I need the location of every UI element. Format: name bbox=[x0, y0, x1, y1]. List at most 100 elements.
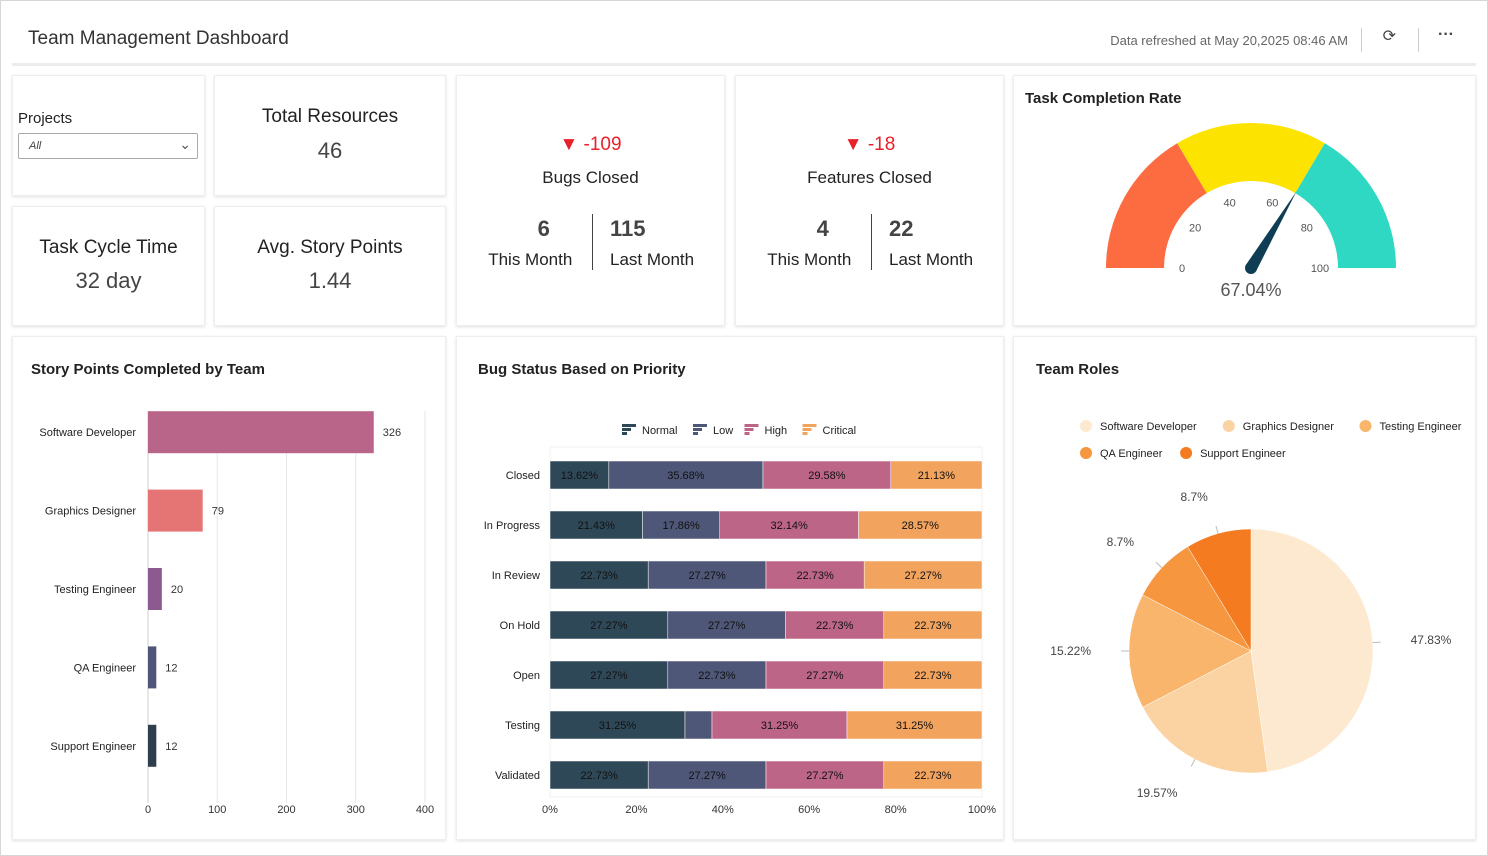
story-points-chart: 0 100 200 300 400 Software Developer 326 Graphi… bbox=[39, 411, 434, 816]
legend-pie-icon bbox=[1222, 420, 1235, 432]
x-tick-label: 100 bbox=[208, 804, 226, 816]
data-label: 22.73% bbox=[914, 770, 952, 782]
projects-label: Projects bbox=[18, 110, 73, 127]
bugs-last-month-value: 115 bbox=[610, 216, 646, 241]
gauge-band-1 bbox=[1177, 123, 1325, 194]
legend-icon bbox=[744, 428, 754, 431]
roles-chart-title: Team Roles bbox=[1036, 361, 1120, 378]
data-label: 22.73% bbox=[816, 620, 854, 632]
divider bbox=[871, 214, 872, 270]
down-triangle-icon: ▼ bbox=[843, 134, 863, 155]
bugs-this-month-value: 6 bbox=[537, 216, 550, 241]
story-points-card: Avg. Story Points 1.44 bbox=[214, 206, 446, 326]
data-label: 22.73% bbox=[914, 670, 952, 682]
total-resources-label: Total Resources bbox=[261, 106, 399, 127]
bar-segment-high bbox=[719, 510, 859, 540]
gauge-band-2 bbox=[1295, 143, 1396, 268]
bar-segment-critical bbox=[883, 660, 983, 690]
legend-label: Support Engineer bbox=[1200, 448, 1286, 460]
legend-icon bbox=[802, 432, 808, 435]
data-label: 27.27% bbox=[708, 620, 746, 632]
connector-line bbox=[1372, 641, 1381, 644]
gauge-value-label: 67.04% bbox=[1220, 280, 1281, 300]
data-label: 19.57% bbox=[1137, 786, 1178, 800]
legend-label: Normal bbox=[642, 425, 677, 437]
x-tick-label: 0 bbox=[145, 804, 151, 816]
team-roles-chart: Software Developer Graphics Designer Testi… bbox=[1050, 420, 1462, 800]
data-label: 22.73% bbox=[914, 620, 952, 632]
legend-icon bbox=[802, 428, 812, 431]
divider bbox=[1418, 28, 1419, 52]
refresh-icon[interactable]: ⟳ bbox=[1382, 28, 1396, 45]
legend-label: Critical bbox=[823, 425, 857, 437]
y-category-label: In Progress bbox=[484, 520, 541, 532]
y-category-label: Graphics Designer bbox=[45, 506, 136, 518]
y-category-label: Testing bbox=[505, 720, 540, 732]
bar-software-developer bbox=[148, 411, 374, 454]
y-category-label: Software Developer bbox=[39, 427, 136, 439]
y-category-label: Support Engineer bbox=[50, 741, 136, 753]
gauge-chart: 0 20 40 60 80 100 67.04% bbox=[1106, 123, 1396, 300]
legend-icon bbox=[802, 424, 817, 427]
data-label: 22.73% bbox=[580, 570, 618, 582]
bug-chart-title: Bug Status Based on Priority bbox=[478, 361, 686, 378]
features-delta-value: -18 bbox=[867, 134, 896, 155]
bar-segment-low bbox=[647, 560, 767, 590]
x-tick-label: 200 bbox=[277, 804, 295, 816]
y-category-label: Testing Engineer bbox=[54, 584, 136, 596]
features-closed-card: ▼ -18 Features Closed 4 This Month 22 La… bbox=[735, 75, 1004, 326]
data-label: 35.68% bbox=[667, 470, 705, 482]
data-label: 27.27% bbox=[904, 570, 942, 582]
bar-segment-low bbox=[647, 760, 767, 790]
gauge-tick-label: 80 bbox=[1301, 222, 1313, 234]
projects-dropdown[interactable]: All ⌄ bbox=[18, 133, 198, 159]
legend-label: High bbox=[765, 425, 788, 437]
gauge-tick-label: 100 bbox=[1311, 263, 1329, 275]
bug-status-panel: Bug Status Based on Priority 0% 20% 40% 60%… bbox=[456, 336, 1004, 840]
chevron-down-icon: ⌄ bbox=[179, 136, 191, 152]
data-label: 27.27% bbox=[806, 670, 844, 682]
data-label: 79 bbox=[212, 506, 224, 518]
pie-slice-testing-engineer bbox=[1128, 594, 1252, 708]
bar-segment-critical bbox=[858, 510, 983, 540]
x-tick-label: 0% bbox=[542, 804, 558, 816]
y-category-label: On Hold bbox=[500, 620, 540, 632]
gauge-tick-label: 0 bbox=[1179, 263, 1185, 275]
bugs-this-month-label: This Month bbox=[488, 250, 573, 269]
total-resources-card: Total Resources 46 bbox=[214, 75, 446, 196]
legend-label: Low bbox=[713, 425, 733, 437]
legend-item-high: High bbox=[744, 424, 788, 437]
legend-label: QA Engineer bbox=[1100, 448, 1163, 460]
legend-pie-icon bbox=[1080, 420, 1092, 432]
data-label: 17.86% bbox=[662, 520, 700, 532]
bar-qa-engineer bbox=[148, 646, 157, 689]
data-label: 12 bbox=[165, 662, 177, 674]
data-label: 28.57% bbox=[902, 520, 940, 532]
task-cycle-card: Task Cycle Time 32 day bbox=[12, 206, 205, 326]
task-cycle-label: Task Cycle Time bbox=[39, 237, 178, 258]
bugs-last-month-label: Last Month bbox=[610, 250, 695, 269]
bar-segment-normal bbox=[549, 560, 649, 590]
bar-segment-high bbox=[765, 560, 865, 590]
data-label: 22.73% bbox=[698, 670, 736, 682]
bar-segment-low bbox=[642, 510, 720, 540]
more-icon[interactable]: ··· bbox=[1438, 26, 1454, 43]
legend-label: Testing Engineer bbox=[1380, 421, 1462, 433]
divider bbox=[592, 214, 593, 270]
features-this-month-value: 4 bbox=[816, 216, 829, 241]
bar-graphics-designer bbox=[148, 489, 203, 532]
story-chart-title: Story Points Completed by Team bbox=[31, 361, 265, 378]
gauge-needle-pivot bbox=[1245, 262, 1257, 274]
legend-icon bbox=[693, 424, 707, 427]
legend-icon bbox=[622, 432, 627, 435]
task-completion-panel: Task Completion Rate 0 20 40 60 80 100 67.04% bbox=[1013, 75, 1476, 326]
y-category-label: Validated bbox=[495, 770, 540, 782]
legend-icon bbox=[622, 428, 631, 431]
legend-icon bbox=[744, 432, 750, 435]
bar-segment-critical bbox=[863, 560, 983, 590]
story-points-panel: Story Points Completed by Team 0 100 200 30… bbox=[12, 336, 446, 840]
gauge-tick-label: 60 bbox=[1266, 197, 1278, 209]
data-label: 29.58% bbox=[808, 470, 846, 482]
connector-line bbox=[1155, 561, 1163, 569]
refresh-timestamp: Data refreshed at May 20,2025 08:46 AM bbox=[1110, 33, 1348, 48]
